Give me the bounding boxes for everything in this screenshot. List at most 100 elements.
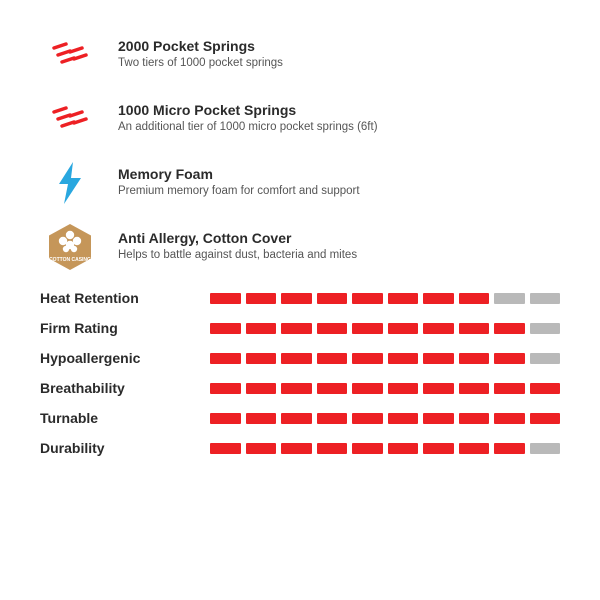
rating-bar <box>210 293 241 304</box>
rating-bar <box>388 383 419 394</box>
rating-bar <box>352 293 383 304</box>
rating-bar <box>388 413 419 424</box>
feature-text: 1000 Micro Pocket Springs An additional … <box>118 102 378 136</box>
rating-bar <box>352 413 383 424</box>
rating-bar <box>423 323 454 334</box>
rating-row: Firm Rating <box>40 320 560 336</box>
rating-bar <box>281 353 312 364</box>
feature-icon-wrap: COTTON CASING <box>40 222 100 272</box>
rating-bar <box>459 413 490 424</box>
rating-bar <box>388 443 419 454</box>
rating-bar <box>459 323 490 334</box>
feature-subtitle: An additional tier of 1000 micro pocket … <box>118 120 378 136</box>
spring-icon <box>48 40 92 70</box>
rating-bar <box>281 293 312 304</box>
rating-bar <box>210 323 241 334</box>
rating-bar <box>459 353 490 364</box>
rating-bars <box>210 353 560 364</box>
rating-bars <box>210 383 560 394</box>
feature-icon-wrap <box>40 30 100 80</box>
rating-bar <box>494 383 525 394</box>
rating-row: Turnable <box>40 410 560 426</box>
rating-bars <box>210 443 560 454</box>
rating-bar <box>210 353 241 364</box>
rating-bar <box>281 323 312 334</box>
cotton-hex-icon: COTTON CASING <box>44 221 96 273</box>
rating-bar <box>530 443 561 454</box>
svg-text:COTTON CASING: COTTON CASING <box>49 257 91 263</box>
rating-bar <box>281 413 312 424</box>
rating-bar <box>246 323 277 334</box>
rating-bar <box>423 443 454 454</box>
rating-bar <box>246 353 277 364</box>
feature-row: 2000 Pocket Springs Two tiers of 1000 po… <box>40 30 560 80</box>
feature-text: 2000 Pocket Springs Two tiers of 1000 po… <box>118 38 283 72</box>
feature-title: Anti Allergy, Cotton Cover <box>118 230 357 246</box>
rating-bar <box>530 323 561 334</box>
rating-bar <box>317 353 348 364</box>
rating-bar <box>530 413 561 424</box>
rating-label: Turnable <box>40 410 210 426</box>
feature-icon-wrap <box>40 158 100 208</box>
rating-bar <box>317 293 348 304</box>
rating-bar <box>352 353 383 364</box>
rating-bar <box>246 293 277 304</box>
rating-bar <box>494 293 525 304</box>
rating-bar <box>281 443 312 454</box>
rating-label: Hypoallergenic <box>40 350 210 366</box>
rating-bar <box>494 323 525 334</box>
rating-bar <box>246 443 277 454</box>
rating-bar <box>494 413 525 424</box>
rating-bar <box>423 413 454 424</box>
rating-bar <box>246 413 277 424</box>
rating-bar <box>281 383 312 394</box>
feature-text: Anti Allergy, Cotton Cover Helps to batt… <box>118 230 357 264</box>
feature-title: 2000 Pocket Springs <box>118 38 283 54</box>
rating-bar <box>423 383 454 394</box>
lightning-bolt-icon <box>53 160 87 206</box>
rating-bar <box>459 443 490 454</box>
feature-row: COTTON CASING Anti Allergy, Cotton Cover… <box>40 222 560 272</box>
rating-bar <box>246 383 277 394</box>
rating-bar <box>530 353 561 364</box>
rating-row: Heat Retention <box>40 290 560 306</box>
rating-bar <box>423 353 454 364</box>
rating-label: Breathability <box>40 380 210 396</box>
rating-bar <box>352 443 383 454</box>
rating-bar <box>317 383 348 394</box>
feature-title: 1000 Micro Pocket Springs <box>118 102 378 118</box>
feature-subtitle: Helps to battle against dust, bacteria a… <box>118 248 357 264</box>
rating-bar <box>388 353 419 364</box>
rating-bar <box>494 353 525 364</box>
rating-bar <box>210 383 241 394</box>
rating-bar <box>459 293 490 304</box>
rating-bar <box>388 323 419 334</box>
ratings-list: Heat Retention Firm Rating Hypoallergeni… <box>40 290 560 456</box>
rating-label: Durability <box>40 440 210 456</box>
spring-icon <box>48 104 92 134</box>
rating-bar <box>352 323 383 334</box>
rating-bar <box>530 293 561 304</box>
rating-bar <box>317 443 348 454</box>
feature-text: Memory Foam Premium memory foam for comf… <box>118 166 360 200</box>
rating-bar <box>210 413 241 424</box>
feature-title: Memory Foam <box>118 166 360 182</box>
rating-bars <box>210 323 560 334</box>
rating-bar <box>388 293 419 304</box>
rating-bar <box>352 383 383 394</box>
feature-subtitle: Two tiers of 1000 pocket springs <box>118 56 283 72</box>
rating-bars <box>210 413 560 424</box>
rating-bar <box>210 443 241 454</box>
rating-bars <box>210 293 560 304</box>
rating-bar <box>459 383 490 394</box>
feature-subtitle: Premium memory foam for comfort and supp… <box>118 184 360 200</box>
rating-bar <box>317 413 348 424</box>
rating-bar <box>530 383 561 394</box>
feature-row: 1000 Micro Pocket Springs An additional … <box>40 94 560 144</box>
feature-icon-wrap <box>40 94 100 144</box>
rating-row: Hypoallergenic <box>40 350 560 366</box>
rating-row: Durability <box>40 440 560 456</box>
rating-bar <box>494 443 525 454</box>
rating-bar <box>423 293 454 304</box>
rating-label: Firm Rating <box>40 320 210 336</box>
